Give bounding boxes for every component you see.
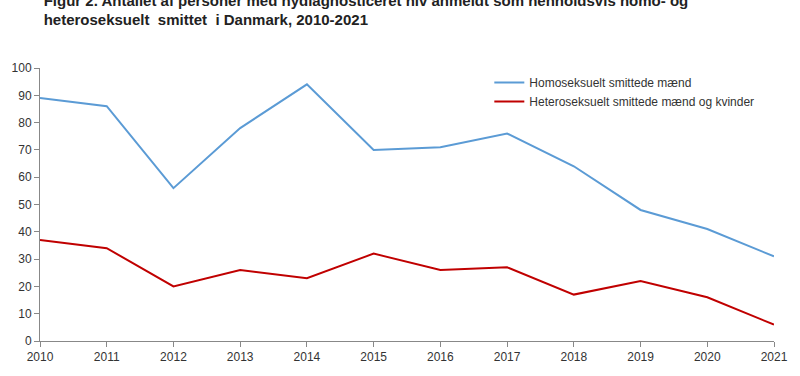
svg-text:2013: 2013: [227, 350, 254, 364]
svg-text:2011: 2011: [94, 350, 120, 364]
svg-text:40: 40: [18, 225, 32, 239]
svg-text:2018: 2018: [560, 350, 587, 364]
svg-text:2017: 2017: [494, 350, 521, 364]
svg-text:Homoseksuelt smittede mænd: Homoseksuelt smittede mænd: [529, 76, 691, 90]
svg-text:0: 0: [25, 334, 32, 348]
svg-text:2016: 2016: [427, 350, 454, 364]
svg-text:20: 20: [18, 280, 32, 294]
svg-text:Figur 2. Antallet af personer: Figur 2. Antallet af personer med nydiag…: [44, 0, 689, 28]
svg-text:90: 90: [18, 89, 32, 103]
svg-text:70: 70: [18, 143, 32, 157]
svg-text:60: 60: [18, 170, 32, 184]
svg-text:2014: 2014: [294, 350, 321, 364]
svg-text:2012: 2012: [160, 350, 187, 364]
svg-text:10: 10: [18, 307, 32, 321]
svg-text:30: 30: [18, 252, 32, 266]
svg-text:50: 50: [18, 198, 32, 212]
svg-text:2020: 2020: [694, 350, 721, 364]
svg-text:100: 100: [12, 61, 32, 75]
svg-text:2021: 2021: [761, 350, 788, 364]
svg-text:Heteroseksuelt smittede mænd o: Heteroseksuelt smittede mænd og kvinder: [529, 95, 754, 109]
svg-text:2010: 2010: [27, 350, 54, 364]
svg-text:2019: 2019: [627, 350, 654, 364]
svg-text:2015: 2015: [360, 350, 387, 364]
svg-text:80: 80: [18, 116, 32, 130]
